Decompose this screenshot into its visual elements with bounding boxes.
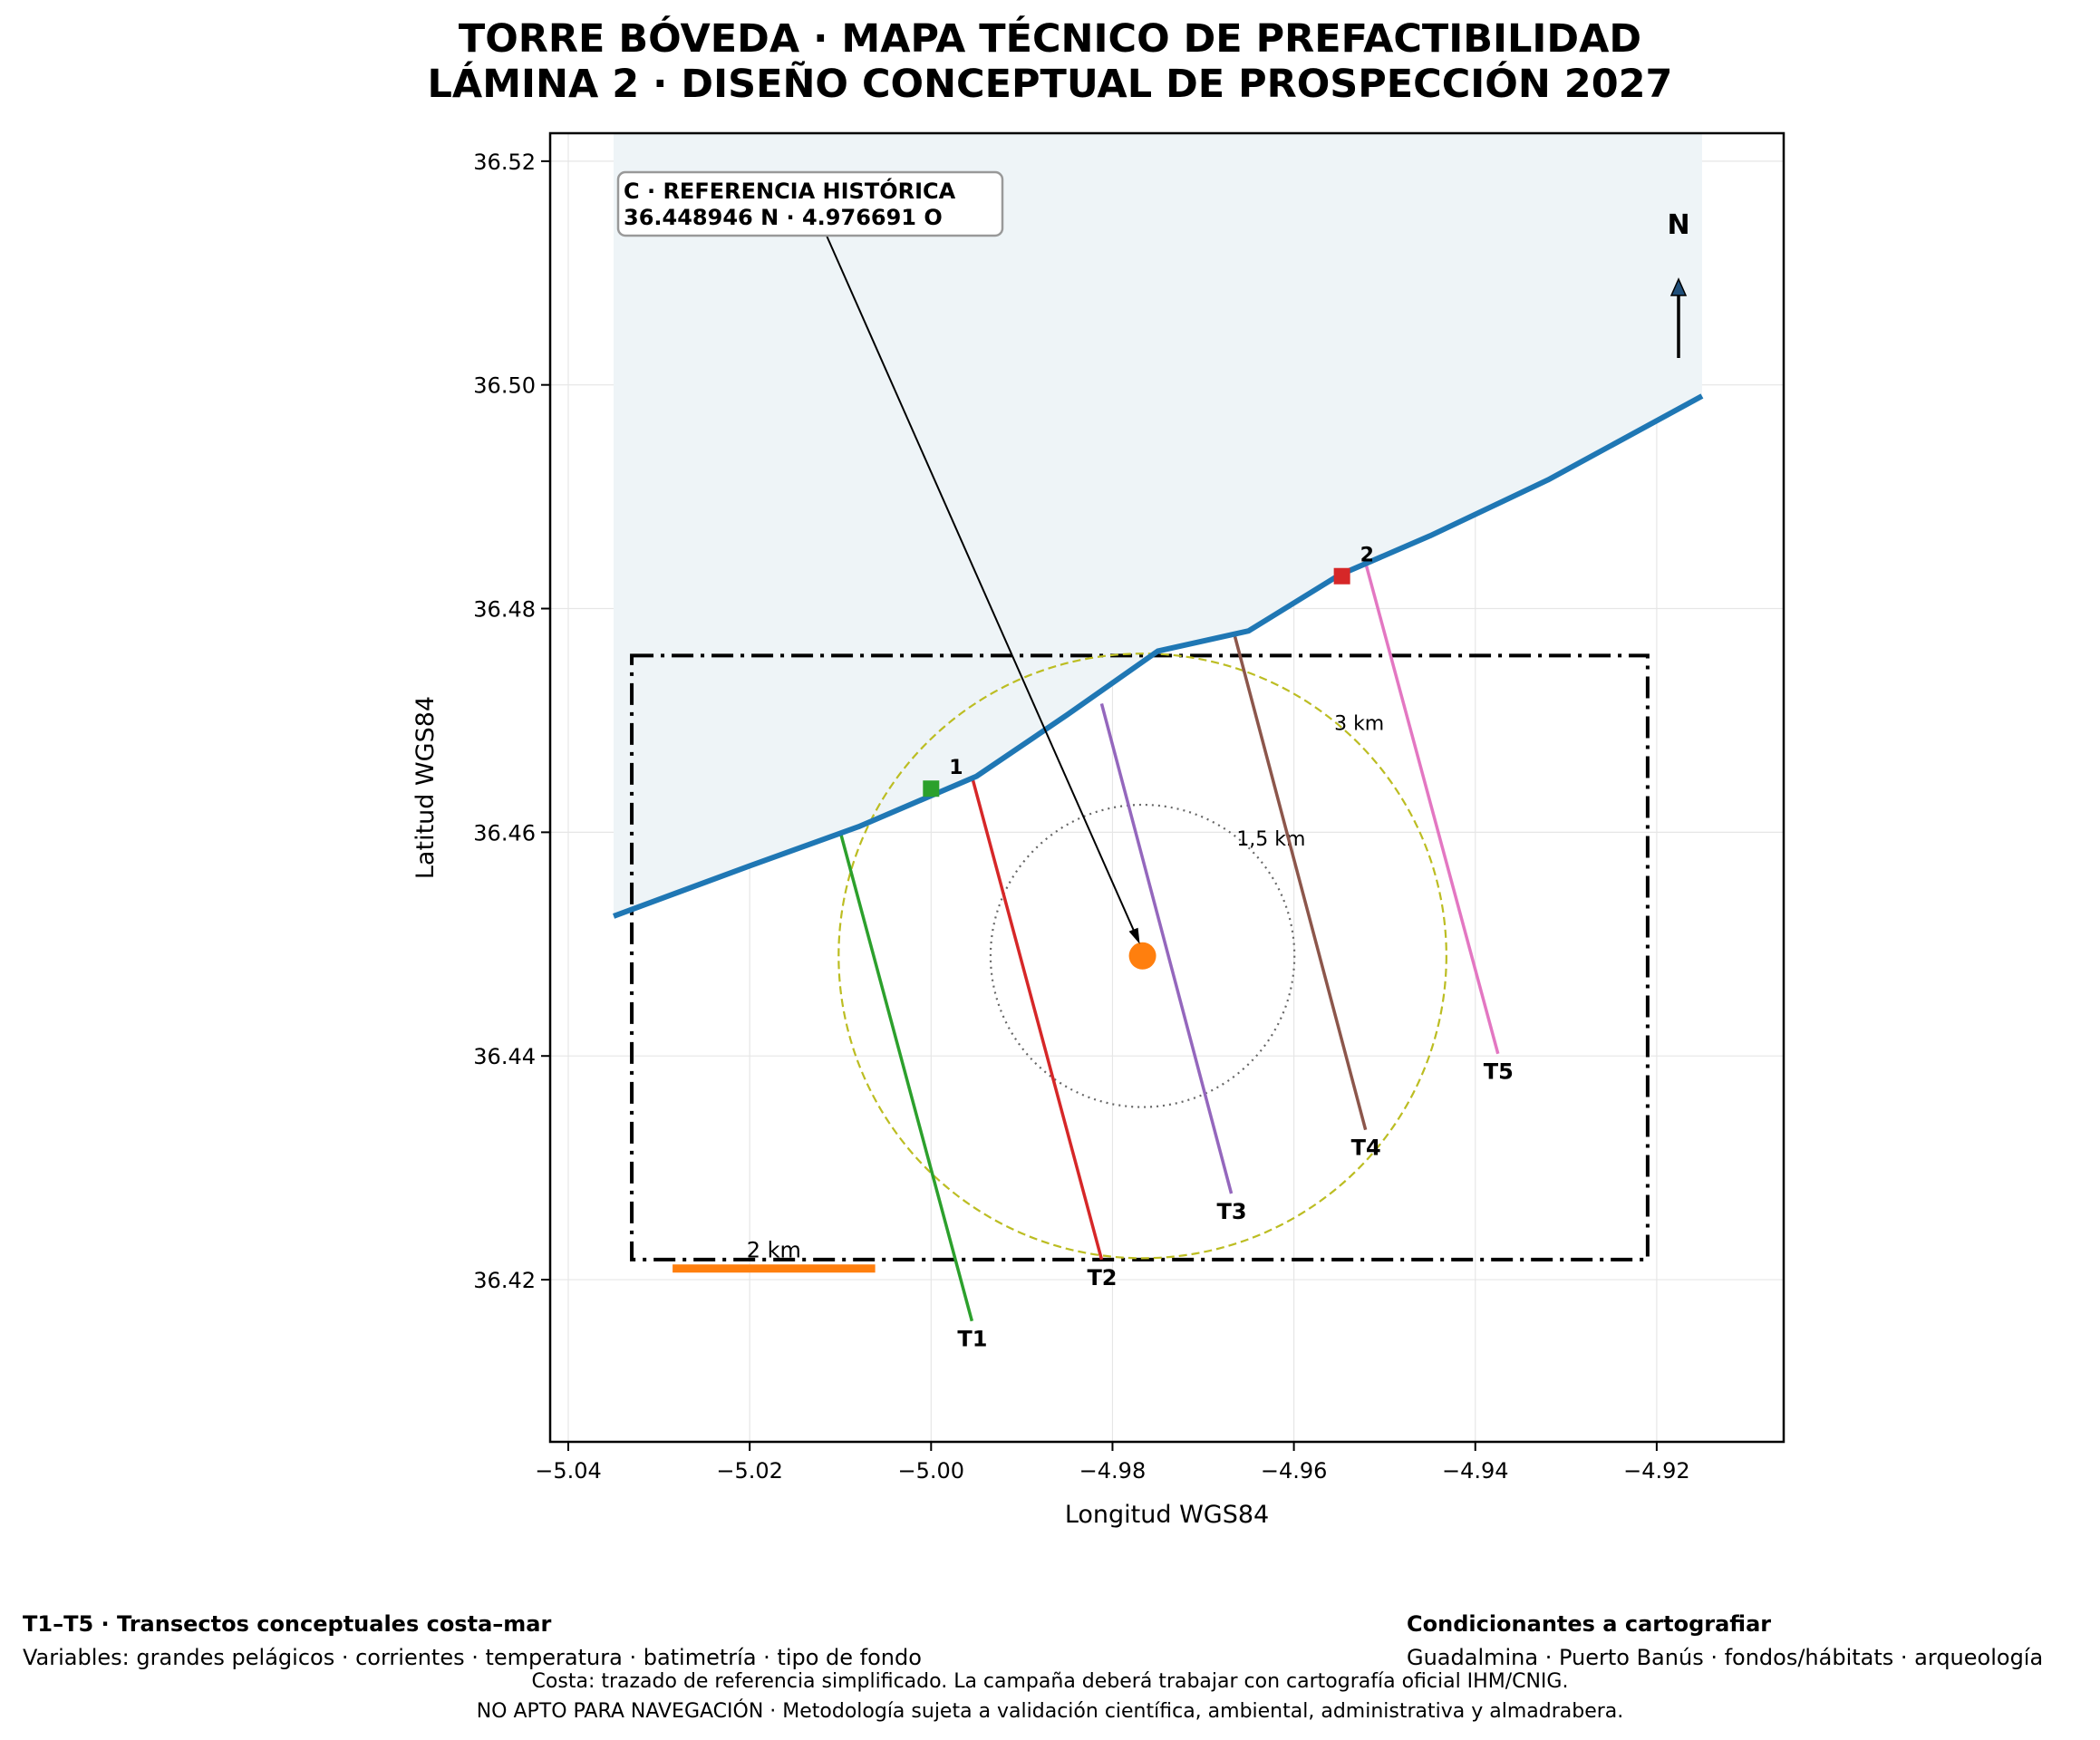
reference-point-1 — [923, 780, 940, 798]
annotation-arrow-line — [826, 235, 1137, 937]
scale-bar-label: 2 km — [747, 1238, 801, 1263]
annotation-title: C · REFERENCIA HISTÓRICA — [624, 177, 956, 204]
reference-point-label-2: 2 — [1360, 545, 1374, 567]
y-tick-label: 36.50 — [473, 373, 536, 399]
transect-t3 — [1099, 702, 1234, 1194]
transects: T1 T2 T3 T4 T5 — [838, 566, 1514, 1352]
north-arrow-head — [1669, 277, 1688, 296]
transect-label-t1: T1 — [957, 1327, 987, 1352]
transect-t5 — [1364, 566, 1500, 1055]
footer-left-title: T1–T5 · Transectos conceptuales costa–ma… — [23, 1611, 552, 1637]
north-arrow: N — [1667, 209, 1690, 358]
radius-circles: 1,5 km 3 km — [837, 652, 1447, 1260]
x-tick-label: −4.94 — [1442, 1458, 1509, 1484]
y-axis-label: Latitud WGS84 — [411, 696, 440, 879]
north-arrow-label: N — [1667, 209, 1689, 241]
footer-right-title: Condicionantes a cartografiar — [1407, 1611, 1772, 1637]
footer-left-text: Variables: grandes pelágicos · corriente… — [23, 1645, 922, 1670]
footer-note-navigation: NO APTO PARA NAVEGACIÓN · Metodología su… — [476, 1700, 1624, 1723]
transect-t4 — [1233, 635, 1368, 1131]
radius-label-2: 3 km — [1334, 712, 1384, 735]
x-tick-label: −5.00 — [898, 1458, 965, 1484]
transect-label-t3: T3 — [1217, 1199, 1247, 1224]
x-tick-label: −4.96 — [1261, 1458, 1328, 1484]
footer-right-text: Guadalmina · Puerto Banús · fondos/hábit… — [1407, 1645, 2044, 1670]
transect-t2 — [970, 776, 1104, 1261]
y-tick-label: 36.48 — [473, 597, 536, 623]
annotation-box — [616, 170, 1004, 237]
x-tick-label: −4.98 — [1079, 1458, 1147, 1484]
reference-points: 12 — [923, 545, 1374, 970]
axes-frame — [548, 131, 1785, 1444]
map-title-line-1: TORRE BÓVEDA · MAPA TÉCNICO DE PREFACTIB… — [458, 16, 1642, 62]
annotation-arrow-head — [1128, 927, 1140, 944]
coastline — [613, 393, 1704, 919]
transect-label-t5: T5 — [1484, 1059, 1514, 1085]
study-area-rectangle — [630, 653, 1650, 1262]
annotation-coordinates: 36.448946 N · 4.976691 O — [624, 205, 943, 230]
x-tick-label: −4.92 — [1623, 1458, 1690, 1484]
reference-point-label-1: 1 — [949, 757, 963, 779]
land-area — [614, 133, 1702, 916]
historical-center-marker — [1128, 942, 1156, 970]
footer-note-coast: Costa: trazado de referencia simplificad… — [531, 1670, 1569, 1693]
x-tick-label: −5.02 — [716, 1458, 783, 1484]
y-tick-label: 36.44 — [473, 1044, 536, 1069]
transect-label-t2: T2 — [1087, 1265, 1117, 1290]
transect-t1 — [838, 831, 974, 1322]
x-axis-label: Longitud WGS84 — [1065, 1501, 1269, 1529]
y-tick-label: 36.46 — [473, 820, 536, 846]
scale-bar: 2 km — [673, 1238, 876, 1273]
radius-circle-2 — [837, 652, 1447, 1260]
y-tick-label: 36.52 — [473, 150, 536, 175]
x-tick-label: −5.04 — [535, 1458, 602, 1484]
reference-point-2 — [1333, 567, 1350, 585]
map-title-line-2: LÁMINA 2 · DISEÑO CONCEPTUAL DE PROSPECC… — [427, 62, 1673, 107]
transect-label-t4: T4 — [1351, 1136, 1381, 1161]
radius-label-1: 1,5 km — [1236, 828, 1305, 851]
axis-ticks: −5.04 −5.02 −5.00 −4.98 −4.96 −4.94 −4.92 36.42… — [473, 150, 1689, 1484]
y-tick-label: 36.42 — [473, 1268, 536, 1293]
radius-circle-1 — [989, 803, 1296, 1108]
